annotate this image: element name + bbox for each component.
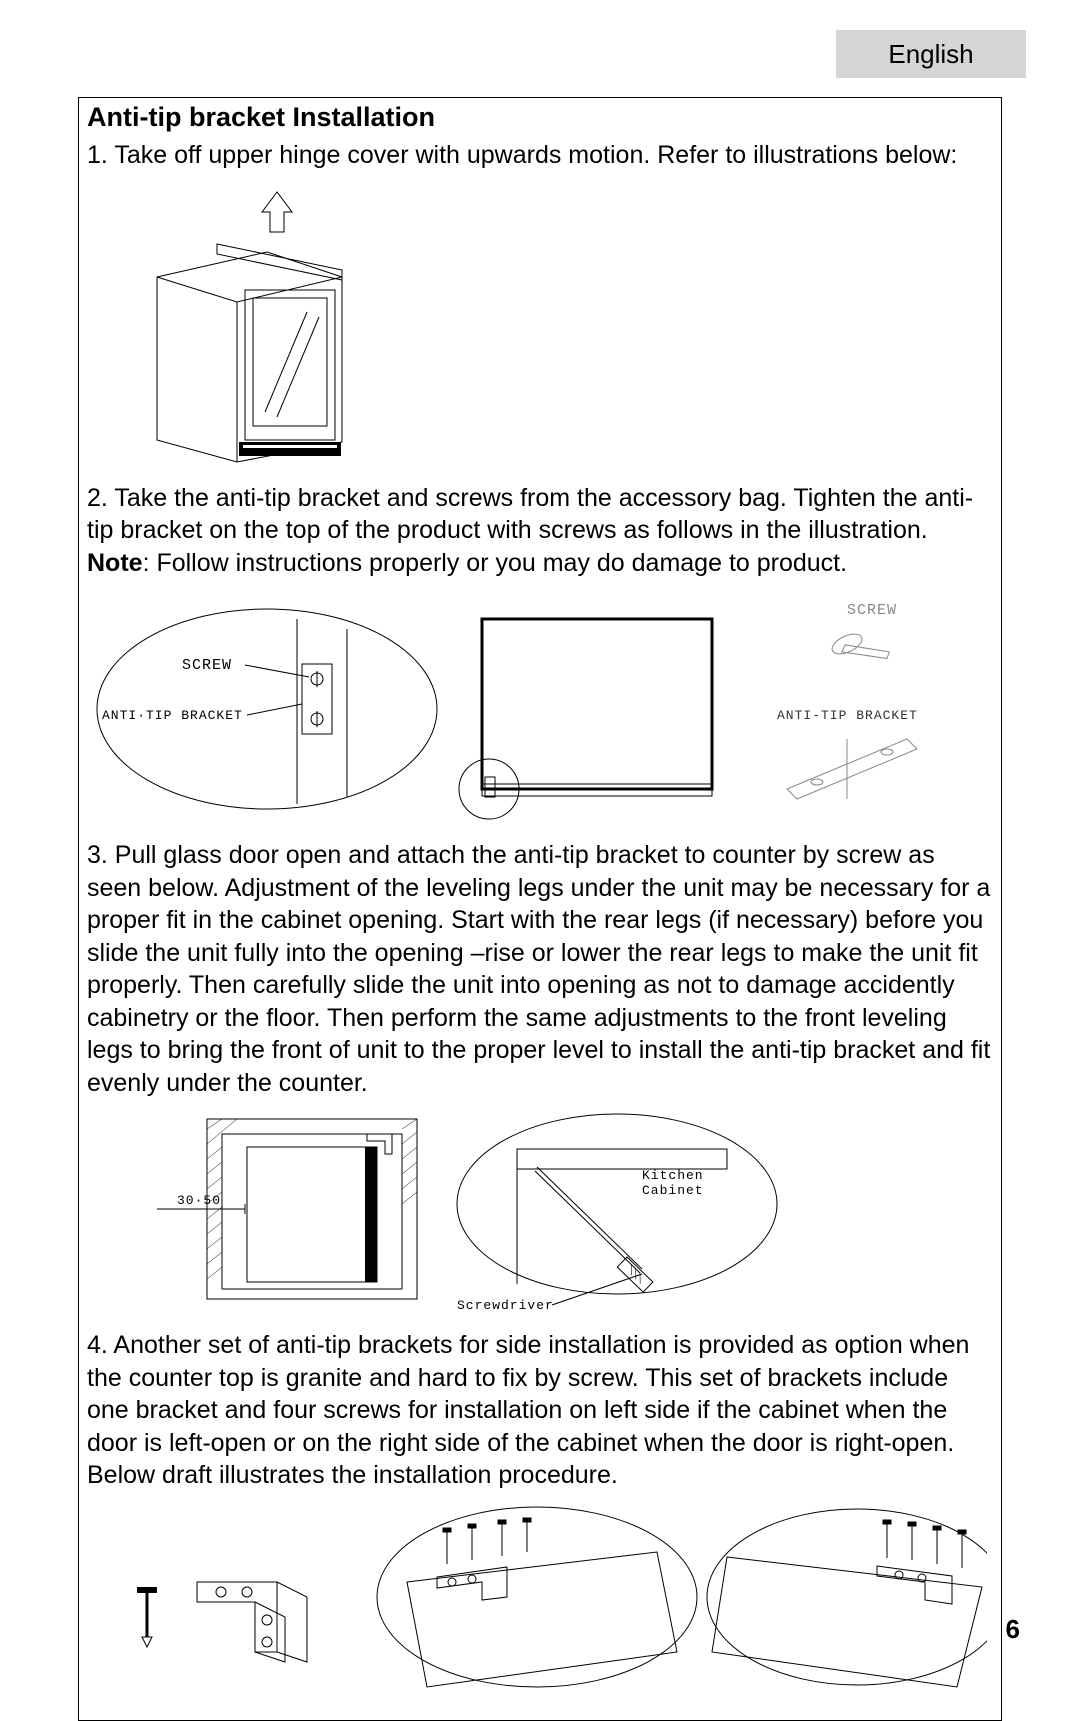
step-2a: 2. Take the anti-tip bracket and screws … — [87, 484, 973, 545]
step-1-text: 1. Take off upper hinge cover with upwar… — [87, 139, 993, 172]
label-screw-grey: SCREW — [847, 602, 897, 619]
label-anti-tip-bracket-1: ANTI·TIP BRACKET — [102, 708, 243, 723]
figure-2-bracket-detail: SCREW ANTI·TIP BRACKET SCREW ANTI-TIP BR… — [87, 589, 993, 829]
label-cabinet: Cabinet — [642, 1183, 704, 1198]
label-screwdriver: Screwdriver — [457, 1298, 554, 1313]
step-3-text: 3. Pull glass door open and attach the a… — [87, 839, 993, 1099]
language-tab: English — [836, 30, 1026, 78]
figure-4-side-brackets — [87, 1502, 993, 1702]
section-title: Anti-tip bracket Installation — [87, 102, 993, 133]
content-frame: Anti-tip bracket Installation 1. Take of… — [78, 97, 1002, 1721]
figure-3-cabinet-install: 30·50 Kitchen Cabinet Screwdriv — [87, 1109, 993, 1319]
step-2b: : Follow instructions properly or you ma… — [143, 549, 848, 577]
note-label: Note — [87, 549, 143, 577]
label-kitchen: Kitchen — [642, 1168, 704, 1183]
label-dim-30-50: 30·50 — [177, 1193, 221, 1208]
label-anti-tip-bracket-2: ANTI-TIP BRACKET — [777, 708, 918, 723]
step-4-text: 4. Another set of anti-tip brackets for … — [87, 1329, 993, 1492]
page-number: 6 — [1006, 1614, 1020, 1645]
figure-1-fridge-remove-cover — [87, 182, 993, 472]
step-2-text: 2. Take the anti-tip bracket and screws … — [87, 482, 993, 580]
label-screw: SCREW — [182, 657, 232, 674]
